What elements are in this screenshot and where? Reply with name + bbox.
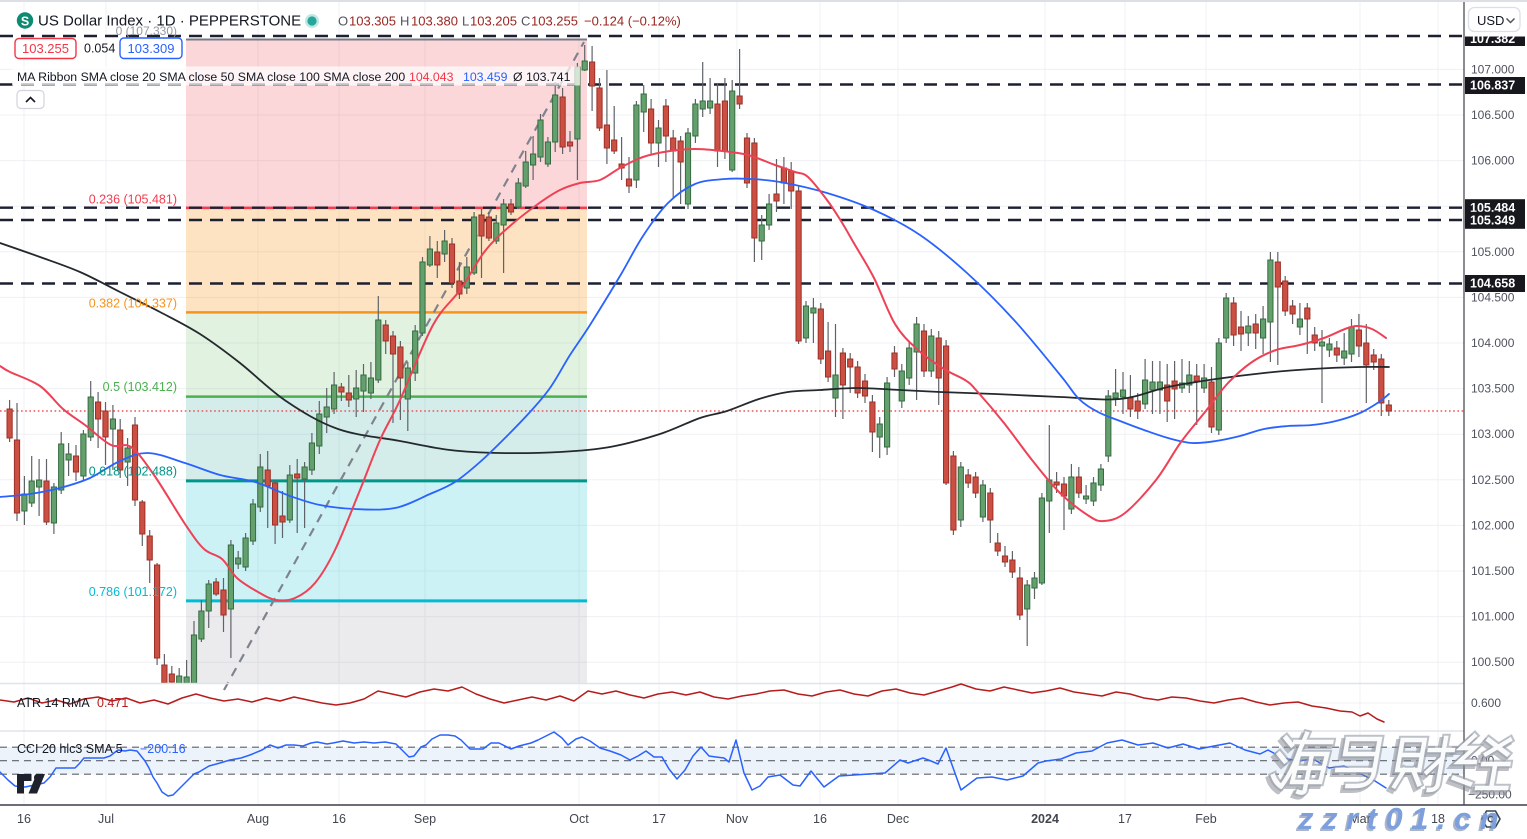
svg-text:MA Ribbon SMA close 20 SMA clo: MA Ribbon SMA close 20 SMA close 50 SMA … — [17, 70, 405, 84]
svg-text:103.380: 103.380 — [411, 14, 458, 29]
svg-text:zzrt01.cn: zzrt01.cn — [1295, 803, 1505, 834]
svg-text:103.309: 103.309 — [128, 41, 175, 56]
svg-text:107.000: 107.000 — [1471, 62, 1515, 76]
svg-text:16: 16 — [332, 812, 346, 826]
svg-text:H: H — [400, 14, 409, 29]
svg-text:L: L — [462, 14, 469, 29]
svg-text:O: O — [338, 14, 348, 29]
svg-text:Sep: Sep — [414, 812, 436, 826]
svg-text:104.500: 104.500 — [1471, 290, 1515, 304]
svg-text:S: S — [21, 14, 29, 28]
svg-text:Ø 103.741: Ø 103.741 — [513, 70, 571, 84]
svg-text:ATR 14 RMA: ATR 14 RMA — [17, 696, 90, 710]
svg-text:17: 17 — [1118, 812, 1132, 826]
svg-text:0.5 (103.412): 0.5 (103.412) — [103, 380, 177, 394]
svg-text:−200.16: −200.16 — [140, 742, 186, 756]
svg-text:Feb: Feb — [1195, 812, 1217, 826]
svg-text:Mar: Mar — [1349, 812, 1371, 826]
svg-text:103.500: 103.500 — [1471, 382, 1515, 396]
svg-text:0.471: 0.471 — [97, 696, 128, 710]
svg-text:100.500: 100.500 — [1471, 655, 1515, 669]
svg-text:106.837: 106.837 — [1470, 79, 1515, 93]
svg-text:101.000: 101.000 — [1471, 610, 1515, 624]
svg-text:16: 16 — [813, 812, 827, 826]
svg-text:106.500: 106.500 — [1471, 108, 1515, 122]
svg-text:2024: 2024 — [1031, 812, 1059, 826]
svg-text:103.255: 103.255 — [22, 41, 69, 56]
svg-text:CCI 20 hlc3 SMA 5: CCI 20 hlc3 SMA 5 — [17, 742, 123, 756]
svg-text:Oct: Oct — [569, 812, 589, 826]
svg-text:0.600: 0.600 — [1471, 696, 1501, 710]
svg-text:104.043: 104.043 — [409, 70, 454, 84]
svg-text:103.255: 103.255 — [531, 14, 578, 29]
svg-text:C: C — [521, 14, 530, 29]
svg-text:103.205: 103.205 — [470, 14, 517, 29]
svg-text:0 (107.330): 0 (107.330) — [116, 24, 177, 38]
svg-text:0.382 (104.337): 0.382 (104.337) — [89, 297, 177, 311]
svg-text:102.000: 102.000 — [1471, 518, 1515, 532]
svg-text:105.484: 105.484 — [1470, 201, 1515, 215]
svg-text:17: 17 — [652, 812, 666, 826]
svg-text:103.459: 103.459 — [463, 70, 508, 84]
svg-text:102.500: 102.500 — [1471, 473, 1515, 487]
svg-text:0.054: 0.054 — [84, 42, 115, 56]
svg-text:103.305: 103.305 — [349, 14, 396, 29]
svg-text:−0.124 (−0.12%): −0.124 (−0.12%) — [584, 14, 681, 29]
svg-text:Jul: Jul — [98, 812, 114, 826]
svg-text:US Dollar Index · 1D · PEPPERS: US Dollar Index · 1D · PEPPERSTONE — [38, 13, 301, 30]
svg-text:105.000: 105.000 — [1471, 245, 1515, 259]
svg-text:18: 18 — [1431, 812, 1445, 826]
svg-text:101.500: 101.500 — [1471, 564, 1515, 578]
svg-text:105.349: 105.349 — [1470, 214, 1515, 228]
svg-text:Aug: Aug — [247, 812, 269, 826]
svg-text:zzrt01.cn: zzrt01.cn — [1297, 801, 1507, 834]
svg-text:Dec: Dec — [887, 812, 909, 826]
svg-text:104.000: 104.000 — [1471, 336, 1515, 350]
svg-text:103.000: 103.000 — [1471, 427, 1515, 441]
svg-text:0.786 (101.172): 0.786 (101.172) — [89, 585, 177, 599]
svg-text:0.618 (102.488): 0.618 (102.488) — [89, 465, 177, 479]
svg-text:16: 16 — [17, 812, 31, 826]
svg-text:USD: USD — [1477, 13, 1504, 28]
svg-text:106.000: 106.000 — [1471, 154, 1515, 168]
svg-text:104.658: 104.658 — [1470, 277, 1515, 291]
svg-text:0.236 (105.481): 0.236 (105.481) — [89, 193, 177, 207]
svg-text:Nov: Nov — [726, 812, 749, 826]
svg-text:107.382: 107.382 — [1470, 32, 1515, 46]
